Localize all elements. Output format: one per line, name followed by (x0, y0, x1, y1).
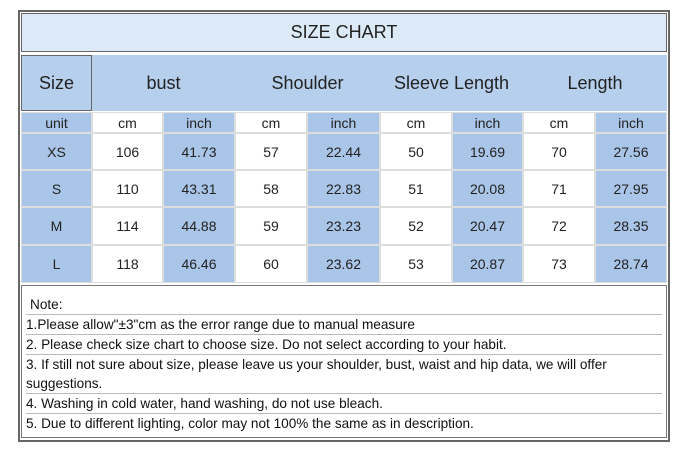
table-cell: 22.44 (307, 133, 380, 170)
table-cell: 28.35 (595, 207, 667, 245)
table-cell: 114 (92, 207, 163, 245)
table-cell: 20.08 (452, 170, 523, 207)
table-cell: 22.83 (307, 170, 380, 207)
table-cell: L (21, 245, 92, 283)
frame (18, 10, 670, 442)
unit-cell: inch (163, 112, 235, 133)
note-line: 1.Please allow"±3"cm as the error range … (26, 314, 662, 334)
header-cell: Size (21, 55, 92, 111)
unit-cell: inch (452, 112, 523, 133)
table-cell: 41.73 (163, 133, 235, 170)
unit-cell: cm (235, 112, 307, 133)
table-cell: 51 (380, 170, 452, 207)
table-cell: 27.56 (595, 133, 667, 170)
table-cell: 44.88 (163, 207, 235, 245)
table-cell: M (21, 207, 92, 245)
table-cell: 52 (380, 207, 452, 245)
table-cell: 43.31 (163, 170, 235, 207)
table-cell: 27.95 (595, 170, 667, 207)
table-cell: XS (21, 133, 92, 170)
note-line: 4. Washing in cold water, hand washing, … (26, 393, 662, 413)
table-cell: 46.46 (163, 245, 235, 283)
table-cell: 28.74 (595, 245, 667, 283)
note-line: 5. Due to different lighting, color may … (26, 413, 662, 433)
unit-cell: inch (307, 112, 380, 133)
table-cell: 23.62 (307, 245, 380, 283)
table-cell: 71 (523, 170, 595, 207)
table-cell: 73 (523, 245, 595, 283)
unit-cell: cm (380, 112, 452, 133)
table-cell: 53 (380, 245, 452, 283)
note-line: 2. Please check size chart to choose siz… (26, 334, 662, 354)
header-cell: bust (92, 55, 235, 111)
table-cell: 60 (235, 245, 307, 283)
table-cell: 110 (92, 170, 163, 207)
table-cell: 70 (523, 133, 595, 170)
table-cell: 20.87 (452, 245, 523, 283)
unit-cell: unit (21, 112, 92, 133)
notes: Note: 1.Please allow"±3"cm as the error r… (21, 285, 667, 438)
table-cell: 57 (235, 133, 307, 170)
table-cell: 59 (235, 207, 307, 245)
table-cell: S (21, 170, 92, 207)
table-cell: 50 (380, 133, 452, 170)
table-cell: 19.69 (452, 133, 523, 170)
note-line: Note: (30, 297, 63, 312)
table-cell: 118 (92, 245, 163, 283)
table-cell: 106 (92, 133, 163, 170)
unit-cell: cm (523, 112, 595, 133)
title-bar: SIZE CHART (21, 13, 667, 52)
table-cell: 23.23 (307, 207, 380, 245)
header-cell: Shoulder (235, 55, 380, 111)
unit-cell: cm (92, 112, 163, 133)
table-cell: 58 (235, 170, 307, 207)
header-cell: Sleeve Length (380, 55, 523, 111)
note-line: 3. If still not sure about size, please … (26, 354, 662, 393)
table-cell: 72 (523, 207, 595, 245)
unit-cell: inch (595, 112, 667, 133)
table-cell: 20.47 (452, 207, 523, 245)
header-cell: Length (523, 55, 667, 111)
